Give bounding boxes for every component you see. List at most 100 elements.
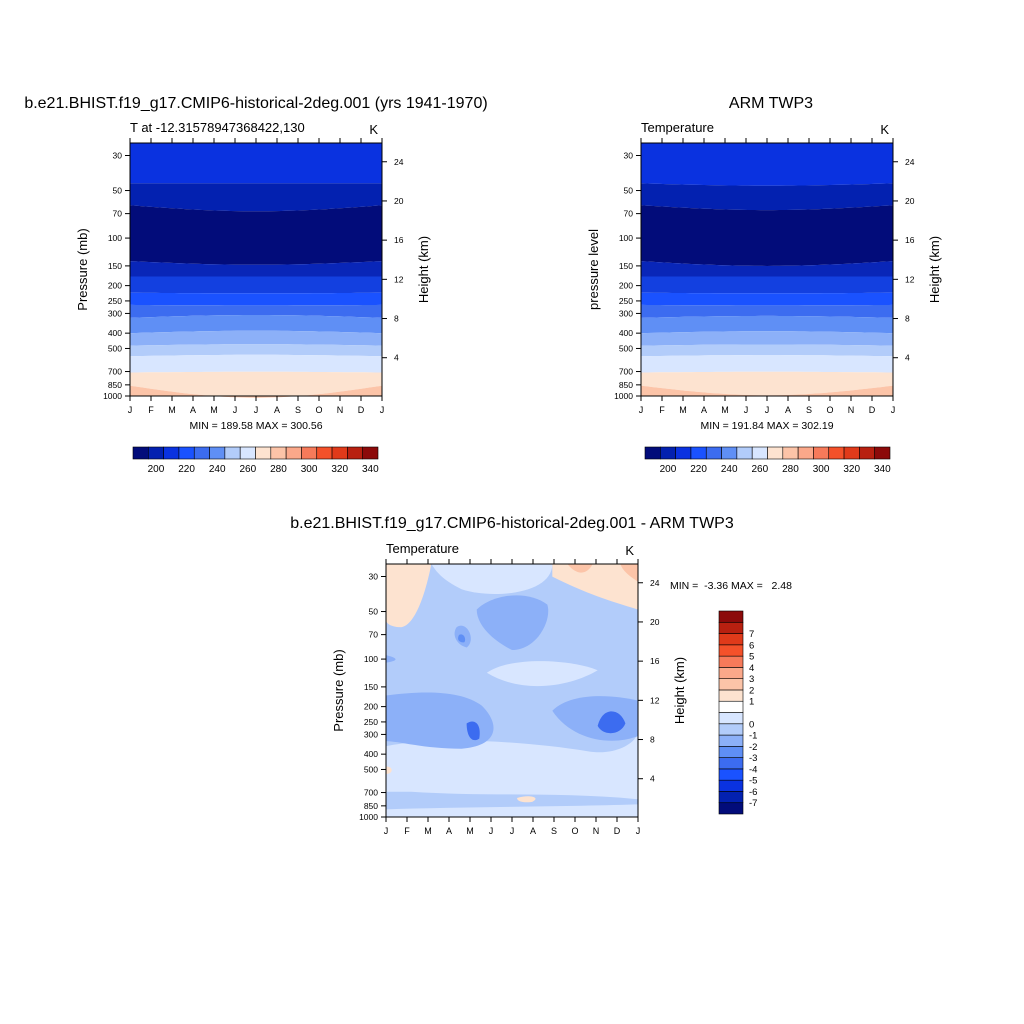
colorbar-swatch bbox=[331, 446, 348, 460]
colorbar-label: 1 bbox=[749, 697, 754, 708]
colorbar-swatch bbox=[782, 446, 799, 460]
y-tick-label: 700 bbox=[108, 367, 122, 377]
colorbar-label: 280 bbox=[270, 464, 287, 475]
x-tick-label: A bbox=[446, 826, 452, 836]
y-tick-label: 400 bbox=[364, 749, 378, 759]
y-right-axis-label: Height (km) bbox=[672, 657, 687, 724]
x-tick-label: J bbox=[636, 826, 641, 836]
y-right-tick-label: 20 bbox=[394, 196, 404, 206]
y-right-axis-label: Height (km) bbox=[416, 236, 431, 303]
contour-band bbox=[641, 331, 893, 346]
x-tick-label: S bbox=[295, 405, 301, 415]
colorbar-swatch bbox=[718, 633, 744, 646]
x-tick-label: M bbox=[210, 405, 218, 415]
difference-temperature-panel: J F M A M J J A S O N D J305070100150200250300400500… bbox=[290, 515, 792, 836]
x-tick-label: O bbox=[571, 826, 578, 836]
colorbar-swatch bbox=[718, 655, 744, 668]
colorbar-label: 260 bbox=[240, 464, 257, 475]
colorbar-swatch bbox=[675, 446, 692, 460]
x-tick-label: J bbox=[489, 826, 494, 836]
colorbar-label: -4 bbox=[749, 764, 757, 775]
colorbar-swatch bbox=[718, 802, 744, 815]
y-tick-label: 500 bbox=[364, 764, 378, 774]
contour-band bbox=[641, 344, 893, 357]
y-tick-label: 200 bbox=[619, 281, 633, 291]
x-tick-label: D bbox=[869, 405, 876, 415]
colorbar-label: 280 bbox=[782, 464, 799, 475]
observation-temperature-panel: J F M A M J J A S O N D J 30 50 70 100 150 200 250 300 400 500… bbox=[586, 95, 942, 475]
y-tick-label: 70 bbox=[369, 630, 379, 640]
colorbar-swatch bbox=[285, 446, 302, 460]
contour-band bbox=[130, 205, 382, 265]
y-axis-label: Pressure (mb) bbox=[75, 228, 90, 310]
contour-band bbox=[641, 304, 893, 318]
y-right-tick-label: 12 bbox=[650, 695, 660, 705]
y-right-tick-label: 20 bbox=[650, 617, 660, 627]
contour-band bbox=[130, 315, 382, 334]
y-tick-label: 1000 bbox=[614, 391, 633, 401]
y-tick-label: 500 bbox=[108, 343, 122, 353]
colorbar-label: 220 bbox=[178, 464, 195, 475]
colorbar-swatch bbox=[224, 446, 241, 460]
contour-band bbox=[641, 143, 893, 186]
colorbar-swatch bbox=[163, 446, 180, 460]
contour-band bbox=[641, 371, 893, 396]
x-tick-label: M bbox=[679, 405, 687, 415]
contour-region bbox=[386, 692, 494, 749]
colorbar-swatch bbox=[718, 791, 744, 804]
y-tick-label: 150 bbox=[108, 261, 122, 271]
colorbar-swatch bbox=[132, 446, 149, 460]
colorbar-swatch bbox=[736, 446, 753, 460]
colorbar-swatch bbox=[859, 446, 875, 460]
y-tick-label: 700 bbox=[619, 367, 633, 377]
colorbar-label: 7 bbox=[749, 629, 754, 640]
colorbar-swatch bbox=[255, 446, 272, 460]
y-right-tick-label: 4 bbox=[394, 353, 399, 363]
colorbar-swatch bbox=[690, 446, 707, 460]
y-tick-label: 50 bbox=[624, 186, 634, 196]
y-tick-label: 1000 bbox=[103, 391, 122, 401]
x-tick-label: J bbox=[891, 405, 896, 415]
x-tick-label: S bbox=[551, 826, 557, 836]
contour-region bbox=[620, 564, 638, 582]
y-tick-label: 50 bbox=[369, 607, 379, 617]
colorbar-label: 300 bbox=[301, 464, 318, 475]
y-tick-label: 100 bbox=[619, 233, 633, 243]
colorbar-swatch bbox=[797, 446, 814, 460]
y-tick-label: 300 bbox=[108, 308, 122, 318]
x-tick-label: S bbox=[806, 405, 812, 415]
y-tick-label: 850 bbox=[619, 380, 633, 390]
y-right-tick-label: 16 bbox=[394, 235, 404, 245]
y-tick-label: 200 bbox=[108, 281, 122, 291]
colorbar-swatch bbox=[718, 712, 744, 725]
contour-band bbox=[130, 183, 382, 212]
chart-title: b.e21.BHIST.f19_g17.CMIP6-historical-2de… bbox=[290, 515, 734, 532]
colorbar-label: 200 bbox=[660, 464, 677, 475]
y-right-tick-label: 8 bbox=[394, 314, 399, 324]
colorbar-swatch bbox=[270, 446, 287, 460]
colorbar-swatch bbox=[718, 768, 744, 781]
colorbar-swatch bbox=[718, 757, 744, 770]
x-tick-label: O bbox=[826, 405, 833, 415]
colorbar-label: 3 bbox=[749, 674, 754, 685]
y-tick-label: 50 bbox=[113, 186, 123, 196]
x-tick-label: J bbox=[510, 826, 515, 836]
contour-band bbox=[130, 354, 382, 373]
y-right-axis-label: Height (km) bbox=[927, 236, 942, 303]
colorbar-swatch bbox=[193, 446, 210, 460]
y-tick-label: 250 bbox=[619, 296, 633, 306]
chart-title: b.e21.BHIST.f19_g17.CMIP6-historical-2de… bbox=[24, 95, 487, 112]
contour-region bbox=[431, 564, 553, 595]
colorbar-swatch bbox=[718, 734, 744, 747]
contour-band bbox=[641, 385, 893, 396]
x-tick-label: A bbox=[701, 405, 707, 415]
y-tick-label: 70 bbox=[113, 209, 123, 219]
contour-band bbox=[130, 276, 382, 294]
colorbar-swatch bbox=[718, 723, 744, 736]
y-tick-label: 400 bbox=[108, 328, 122, 338]
contour-region bbox=[386, 766, 392, 774]
y-tick-label: 850 bbox=[108, 380, 122, 390]
contour-band bbox=[130, 261, 382, 277]
colorbar-swatch bbox=[718, 700, 744, 713]
